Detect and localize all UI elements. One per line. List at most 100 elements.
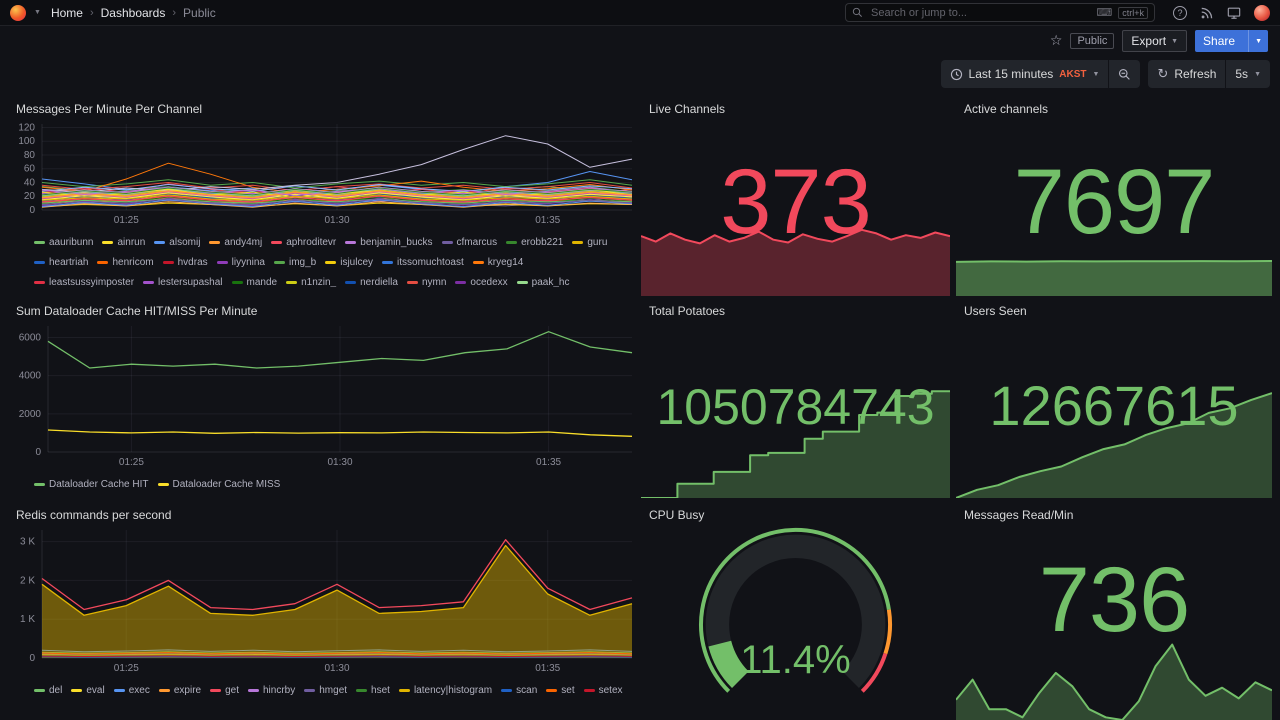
legend-label: hvdras <box>177 257 208 268</box>
help-icon[interactable]: ? <box>1173 5 1187 20</box>
legend-item[interactable]: hmget <box>304 685 347 696</box>
dataloader-timeseries-chart[interactable]: 0 2000 4000 6000 01:25 01:30 01:35 <box>8 320 638 468</box>
active-channels-sparkline[interactable] <box>956 258 1272 296</box>
share-button-label[interactable]: Share <box>1203 34 1236 48</box>
legend-item[interactable]: hincrby <box>248 685 295 696</box>
monitor-icon[interactable] <box>1227 6 1241 20</box>
user-avatar[interactable] <box>1254 4 1270 21</box>
legend-swatch <box>210 689 222 692</box>
redis-timeseries-chart[interactable]: 0 1 K 2 K 3 K 01:25 01:30 01:35 <box>8 524 638 674</box>
legend-item[interactable]: n1nzin_ <box>286 277 336 287</box>
legend-label: itssomuchtoast <box>397 257 464 268</box>
dashboard-tag[interactable]: Public <box>1070 33 1115 49</box>
panel-title[interactable]: Redis commands per second <box>16 508 172 522</box>
legend-item[interactable]: scan <box>501 685 537 696</box>
panel-title[interactable]: Users Seen <box>964 304 1027 318</box>
legend-item[interactable]: aphroditevr <box>271 237 336 248</box>
legend-item[interactable]: Dataloader Cache HIT <box>34 479 149 490</box>
live-channels-sparkline[interactable] <box>641 224 950 296</box>
legend-item[interactable]: setex <box>583 685 623 696</box>
panel-dataloader-cache: Sum Dataloader Cache HIT/MISS Per Minute… <box>8 302 638 498</box>
legend-item[interactable]: mande <box>231 277 277 287</box>
legend-swatch <box>325 261 337 264</box>
legend-item[interactable]: henricom <box>97 257 154 268</box>
legend-item[interactable]: ocedexx <box>455 277 508 287</box>
legend-item[interactable]: ainrun <box>102 237 145 248</box>
users-seen-sparkline[interactable] <box>956 384 1272 498</box>
search-box[interactable]: ⌨ ctrl+k <box>845 3 1155 22</box>
legend-item[interactable]: itssomuchtoast <box>382 257 464 268</box>
svg-text:01:35: 01:35 <box>535 663 560 674</box>
breadcrumb: Home › Dashboards › Public <box>51 6 216 20</box>
share-dropdown-button[interactable]: ▼ <box>1248 30 1268 52</box>
panel-title[interactable]: Active channels <box>964 102 1049 116</box>
legend-swatch <box>516 281 528 284</box>
messages-read-sparkline[interactable] <box>956 638 1272 720</box>
legend-item[interactable]: alsomij <box>154 237 200 248</box>
panel-title[interactable]: Total Potatoes <box>649 304 726 318</box>
zoom-out-button[interactable] <box>1109 60 1140 88</box>
legend-item[interactable]: isjulcey <box>325 257 373 268</box>
refresh-button[interactable]: ↻ Refresh <box>1148 60 1225 88</box>
legend-item[interactable]: leastsussyimposter <box>34 277 134 287</box>
export-button[interactable]: Export ▼ <box>1122 30 1188 52</box>
legend-item[interactable]: erobb221 <box>506 237 563 248</box>
legend-item[interactable]: nerdiella <box>345 277 398 287</box>
legend-item[interactable]: aauribunn <box>34 237 93 248</box>
total-potatoes-sparkline[interactable] <box>641 382 950 498</box>
legend-item[interactable]: expire <box>158 685 201 696</box>
legend-item[interactable]: set <box>546 685 575 696</box>
users-seen-value: 12667615 <box>989 374 1239 437</box>
legend-label: alsomij <box>169 237 201 248</box>
chevron-down-icon: ▼ <box>1254 70 1261 78</box>
legend-item[interactable]: cfmarcus <box>441 237 497 248</box>
legend-item[interactable]: get <box>210 685 239 696</box>
legend-item[interactable]: hset <box>356 685 390 696</box>
panel-messages-per-minute: Messages Per Minute Per Channel 0 20 40 60 8… <box>8 100 638 296</box>
legend-swatch <box>158 689 170 692</box>
messages-timeseries-chart[interactable]: 0 20 40 60 80 100 120 01:25 01:30 01:35 <box>8 118 638 226</box>
legend-item[interactable]: img_b <box>273 257 316 268</box>
legend-swatch <box>286 281 298 284</box>
legend-label: nerdiella <box>360 277 398 287</box>
panel-title[interactable]: CPU Busy <box>649 508 705 522</box>
breadcrumb-separator: › <box>172 6 177 19</box>
legend-item[interactable]: nymn <box>406 277 446 287</box>
cpu-busy-gauge[interactable] <box>641 524 950 710</box>
legend-item[interactable]: liyynina <box>216 257 265 268</box>
legend-item[interactable]: latency|histogram <box>398 685 492 696</box>
chevron-down-icon: ▼ <box>1171 37 1179 45</box>
legend-item[interactable]: Dataloader Cache MISS <box>157 479 281 490</box>
legend-item[interactable]: del <box>34 685 62 696</box>
search-icon <box>852 7 862 17</box>
refresh-interval-dropdown[interactable]: 5s ▼ <box>1226 60 1270 88</box>
legend-item[interactable]: hvdras <box>162 257 208 268</box>
legend-item[interactable]: exec <box>113 685 150 696</box>
search-input[interactable] <box>869 5 1091 20</box>
panel-title[interactable]: Messages Read/Min <box>964 508 1074 522</box>
legend-item[interactable]: benjamin_bucks <box>345 237 433 248</box>
panel-title[interactable]: Messages Per Minute Per Channel <box>16 102 203 116</box>
svg-text:0: 0 <box>35 447 41 458</box>
legend-item[interactable]: paak_hc <box>516 277 569 287</box>
panel-title[interactable]: Live Channels <box>649 102 726 116</box>
legend-label: kryeg14 <box>487 257 524 268</box>
star-icon[interactable]: ☆ <box>1049 33 1063 49</box>
legend-item[interactable]: kryeg14 <box>472 257 524 268</box>
panel-title[interactable]: Sum Dataloader Cache HIT/MISS Per Minute <box>16 304 258 318</box>
grafana-logo[interactable] <box>10 4 26 21</box>
legend-label: liyynina <box>231 257 265 268</box>
legend-label: Dataloader Cache MISS <box>172 479 281 490</box>
chevron-down-icon[interactable]: ▼ <box>34 9 41 16</box>
breadcrumb-dashboards[interactable]: Dashboards <box>100 5 166 20</box>
legend-item[interactable]: guru <box>572 237 607 248</box>
legend-item[interactable]: andy4mj <box>209 237 262 248</box>
share-button[interactable]: Share ▼ <box>1195 30 1268 52</box>
breadcrumb-home[interactable]: Home <box>50 5 83 20</box>
legend-item[interactable]: lestersupashal <box>143 277 223 287</box>
legend-item[interactable]: eval <box>71 685 105 696</box>
legend-swatch <box>34 261 45 264</box>
news-rss-icon[interactable] <box>1200 6 1214 20</box>
time-range-picker[interactable]: Last 15 minutes AKST ▼ <box>941 60 1109 88</box>
legend-item[interactable]: heartriah <box>34 257 88 268</box>
